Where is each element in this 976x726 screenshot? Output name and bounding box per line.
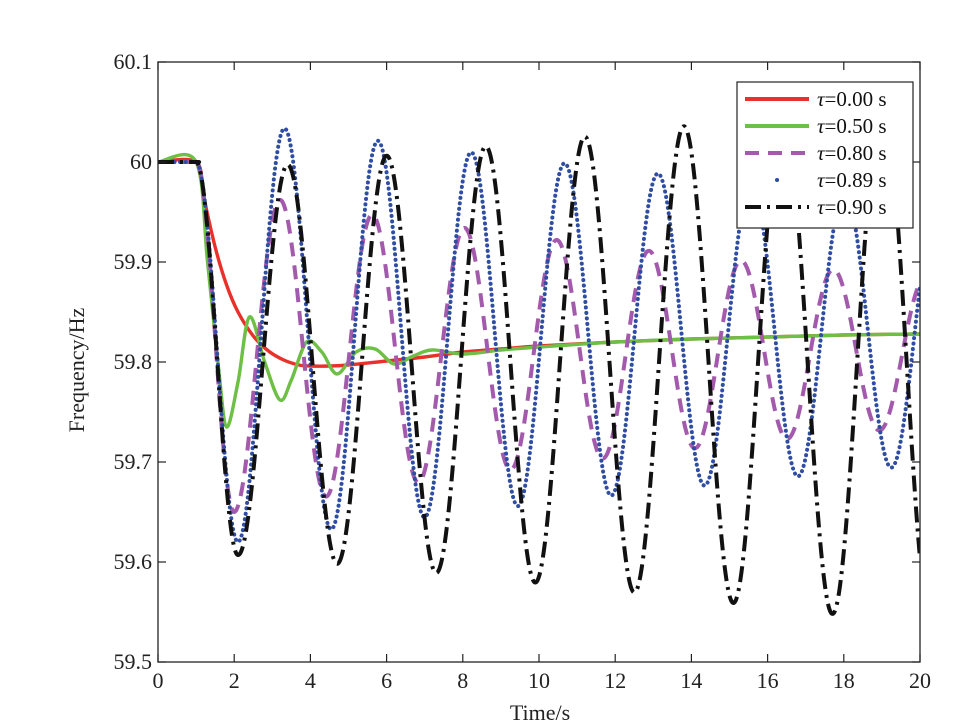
x-tick-label: 10 bbox=[528, 668, 550, 693]
y-tick-label: 59.9 bbox=[114, 249, 153, 274]
x-tick-label: 4 bbox=[305, 668, 316, 693]
y-tick-label: 59.8 bbox=[114, 349, 153, 374]
legend: τ=0.00 s τ=0.50 s τ=0.80 s τ=0.89 s τ=0.90 s bbox=[736, 81, 914, 229]
y-tick-label: 60.1 bbox=[114, 49, 153, 74]
series-line-1 bbox=[158, 152, 920, 429]
y-axis-label: Frequency/Hz bbox=[64, 307, 89, 432]
series-line-3 bbox=[158, 126, 920, 544]
series-layer bbox=[158, 102, 920, 616]
x-tick-label: 12 bbox=[604, 668, 626, 693]
x-tick-label: 20 bbox=[909, 668, 931, 693]
series-line-2 bbox=[158, 159, 920, 514]
series-line-4 bbox=[158, 102, 920, 616]
legend-label-2: τ=0.80 s bbox=[817, 141, 887, 165]
legend-box bbox=[736, 81, 914, 229]
x-tick-label: 2 bbox=[229, 668, 240, 693]
legend-label-1: τ=0.50 s bbox=[817, 114, 887, 138]
x-tick-label: 18 bbox=[833, 668, 855, 693]
legend-label-4: τ=0.90 s bbox=[817, 195, 887, 219]
y-tick-label: 59.6 bbox=[114, 549, 153, 574]
x-tick-label: 16 bbox=[757, 668, 779, 693]
x-axis-label: Time/s bbox=[510, 700, 570, 725]
legend-label-3: τ=0.89 s bbox=[817, 168, 887, 192]
y-tick-label: 59.5 bbox=[114, 649, 153, 674]
x-tick-label: 6 bbox=[381, 668, 392, 693]
x-tick-label: 0 bbox=[153, 668, 164, 693]
ticks-layer: 0 2 4 6 8 10 12 14 16 18 20 59.5 59.6 59.7 59.8 59.9 60 6… bbox=[114, 49, 932, 693]
y-tick-label: 59.7 bbox=[114, 449, 153, 474]
y-tick-label: 60 bbox=[130, 149, 152, 174]
legend-label-0: τ=0.00 s bbox=[817, 87, 887, 111]
x-tick-label: 8 bbox=[457, 668, 468, 693]
x-tick-label: 14 bbox=[680, 668, 702, 693]
